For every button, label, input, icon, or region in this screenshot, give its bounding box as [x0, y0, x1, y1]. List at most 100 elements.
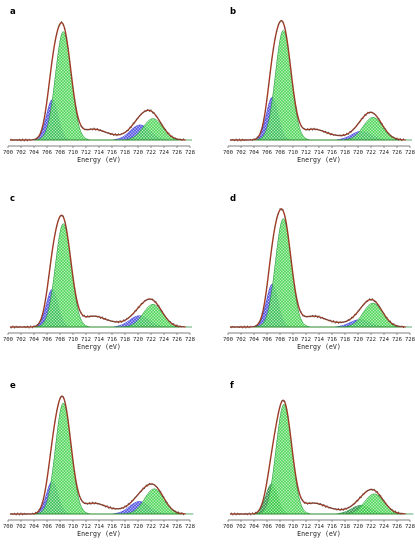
data-point — [342, 133, 344, 135]
x-tick-label: 724 — [379, 337, 390, 343]
data-point — [48, 276, 50, 278]
data-point — [18, 138, 20, 140]
data-point — [336, 320, 338, 322]
data-point — [126, 130, 128, 132]
data-point — [233, 326, 236, 328]
data-point — [176, 512, 178, 514]
data-point — [339, 321, 341, 323]
x-tick-label: 722 — [146, 150, 156, 156]
x-tick-label: 722 — [366, 524, 376, 530]
x-tick-label: 704 — [249, 150, 260, 156]
data-point — [156, 486, 159, 488]
data-point — [298, 492, 301, 494]
data-point — [143, 487, 146, 490]
data-point — [52, 429, 55, 431]
data-point — [163, 314, 165, 316]
data-point — [302, 315, 304, 317]
data-point — [72, 86, 74, 88]
data-point — [402, 138, 405, 140]
x-tick-label: 700 — [223, 150, 233, 156]
data-point — [147, 298, 149, 300]
data-point — [393, 511, 395, 513]
data-point — [259, 507, 262, 509]
data-point — [259, 320, 262, 322]
data-point — [23, 512, 25, 514]
chart-panel-d: d 700 702 704 706 708 710 712 714 716 718 720 722 724… — [223, 194, 415, 351]
data-point — [261, 127, 263, 129]
data-point — [17, 512, 19, 514]
data-point — [61, 21, 63, 23]
data-point — [243, 325, 245, 327]
data-point — [13, 327, 16, 329]
data-point — [281, 209, 283, 211]
data-point — [179, 138, 181, 140]
data-point — [232, 514, 234, 516]
data-point — [43, 309, 45, 311]
x-tick-label: 704 — [249, 337, 260, 343]
data-point — [365, 114, 367, 116]
x-tick-label: 724 — [159, 337, 170, 343]
peak-component-2 — [251, 218, 315, 328]
data-point — [376, 117, 379, 119]
data-point — [251, 326, 253, 328]
data-point — [36, 324, 38, 326]
data-point — [253, 138, 255, 140]
data-point — [246, 139, 249, 141]
data-point — [150, 483, 152, 486]
data-point — [54, 232, 56, 234]
data-point — [174, 510, 176, 512]
data-point — [401, 325, 403, 327]
data-point — [124, 132, 126, 134]
data-point — [140, 302, 142, 305]
data-point — [166, 132, 168, 134]
panel-letter-f: f — [230, 381, 234, 391]
data-point — [119, 508, 121, 510]
data-point — [116, 507, 118, 510]
data-point — [344, 507, 346, 509]
data-point — [289, 429, 291, 431]
data-point — [145, 484, 147, 486]
data-point — [168, 505, 170, 507]
x-tick-label: 714 — [94, 150, 105, 156]
data-point — [56, 33, 58, 35]
data-point — [122, 507, 124, 509]
data-point — [106, 319, 108, 322]
data-point — [139, 115, 141, 117]
data-point — [295, 478, 297, 480]
data-point — [230, 512, 232, 514]
data-point — [82, 315, 84, 317]
data-point — [310, 503, 312, 505]
data-point — [269, 259, 271, 261]
data-point — [155, 301, 157, 303]
data-point — [20, 512, 22, 514]
data-point — [285, 223, 288, 225]
data-point — [251, 140, 253, 142]
data-point — [82, 501, 84, 503]
data-point — [13, 139, 16, 141]
data-point — [127, 317, 129, 319]
data-point — [117, 508, 120, 510]
x-tick-label: 706 — [42, 524, 52, 530]
data-point — [28, 513, 30, 515]
data-point — [368, 112, 370, 114]
data-point — [152, 112, 154, 114]
data-point — [156, 116, 159, 118]
x-tick-label: 728 — [405, 150, 415, 156]
x-tick-label: 722 — [366, 337, 376, 343]
x-axis-title: Energy (eV) — [297, 343, 341, 351]
data-point — [98, 130, 100, 132]
data-point — [394, 138, 396, 140]
data-point — [98, 503, 100, 505]
data-point — [121, 133, 123, 135]
data-point — [137, 306, 139, 308]
data-point — [263, 496, 265, 498]
data-point — [266, 286, 268, 288]
data-point — [22, 514, 24, 516]
data-point — [57, 26, 59, 28]
data-point — [119, 134, 121, 136]
data-point — [74, 99, 76, 101]
x-tick-label: 710 — [68, 524, 78, 530]
data-point — [101, 316, 103, 318]
data-point — [28, 327, 30, 329]
